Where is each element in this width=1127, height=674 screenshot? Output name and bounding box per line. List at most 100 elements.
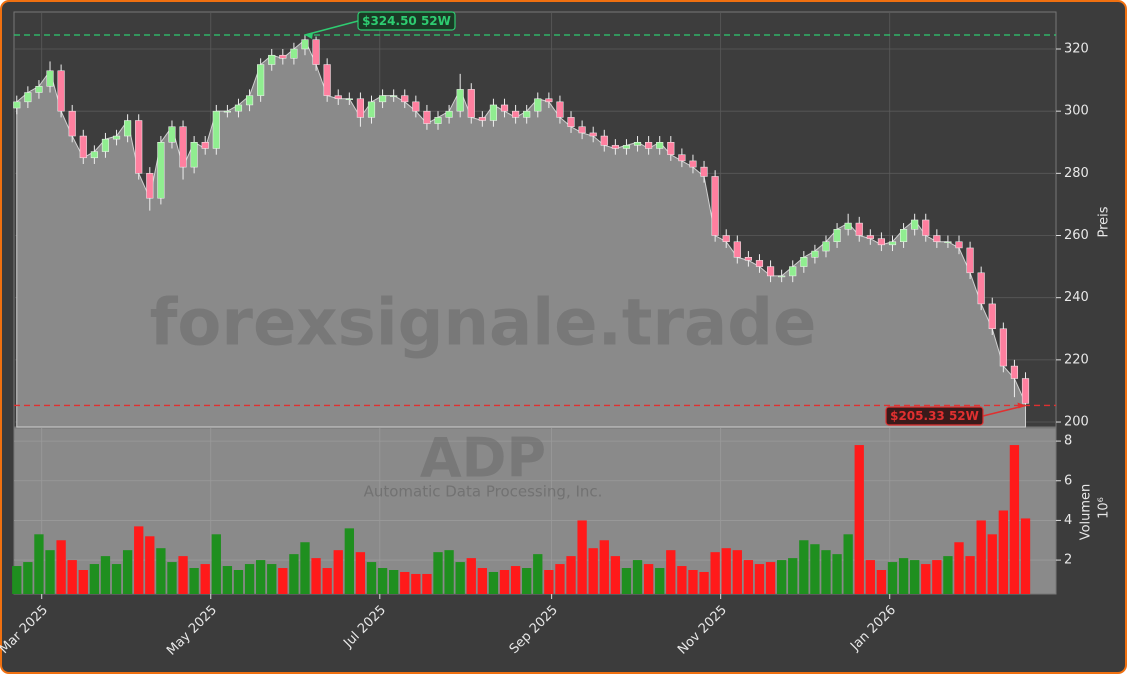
candle-body	[567, 117, 575, 127]
volume-bar	[67, 560, 77, 594]
candle-body	[545, 98, 553, 103]
candle-body	[489, 104, 498, 121]
candle-body	[512, 110, 520, 118]
volume-bar	[422, 573, 432, 594]
volume-bar	[333, 550, 343, 594]
volume-bar	[577, 520, 587, 594]
candle-body	[79, 135, 87, 159]
volume-bar	[255, 560, 266, 594]
volume-bar	[499, 570, 510, 594]
candle-body	[124, 120, 132, 137]
volume-bar	[477, 568, 488, 594]
candle-body	[755, 260, 764, 267]
y-tick-label: 320	[1064, 41, 1089, 56]
candle-body	[977, 272, 985, 305]
volume-bar	[278, 568, 288, 594]
candle-body	[933, 235, 941, 242]
volume-bar	[510, 566, 521, 594]
volume-bar	[1020, 518, 1031, 594]
volume-bar	[821, 550, 831, 594]
candle-body	[157, 142, 165, 199]
candle-body	[268, 54, 276, 65]
candle-body	[611, 145, 619, 149]
volume-bar	[710, 552, 720, 594]
volume-bar	[533, 554, 543, 594]
volume-bar	[455, 562, 465, 594]
candle-body	[500, 104, 509, 112]
candle-body	[645, 142, 653, 149]
volume-bar	[921, 564, 931, 594]
candle-body	[844, 222, 852, 230]
candle-body	[877, 238, 885, 246]
candle-body	[367, 101, 376, 118]
candle-body	[556, 101, 564, 118]
volume-bar	[100, 556, 111, 594]
volume-bar	[366, 562, 377, 594]
volume-tick-label: 4	[1064, 513, 1072, 528]
candle-body	[279, 54, 287, 59]
candle-body	[711, 176, 719, 236]
candle-body	[778, 275, 786, 278]
volume-bar	[976, 520, 986, 594]
volume-bar	[854, 445, 864, 594]
candle-body	[135, 120, 143, 174]
candle-body	[13, 101, 21, 109]
candle-body	[999, 328, 1007, 367]
volume-bar	[89, 564, 100, 594]
volume-tick-label: 6	[1064, 473, 1072, 488]
volume-bar	[311, 558, 321, 594]
volume-bar	[167, 562, 177, 594]
annotation-label: $324.50 52W	[362, 14, 451, 28]
volume-bar	[34, 534, 44, 594]
volume-bar	[788, 558, 798, 594]
candle-body	[345, 98, 353, 100]
volume-bar	[411, 573, 421, 594]
volume-bar	[910, 560, 920, 594]
candle-body	[800, 257, 808, 267]
volume-tick-label: 2	[1064, 553, 1072, 568]
candle-body	[955, 241, 963, 249]
candle-body	[379, 95, 387, 103]
volume-bar	[998, 510, 1009, 594]
candle-body	[301, 39, 309, 50]
candle-body	[57, 70, 65, 112]
watermark: forexsignale.trade	[150, 287, 817, 361]
y-tick-label: 200	[1064, 415, 1089, 430]
volume-bar	[876, 570, 887, 594]
candle-body	[689, 160, 697, 168]
candle-body	[866, 235, 874, 239]
volume-bar	[122, 550, 133, 594]
annotation-label: $205.33 52W	[890, 409, 979, 423]
candle-body	[190, 142, 198, 168]
candle-body	[90, 151, 98, 159]
volume-bar	[932, 560, 942, 594]
volume-bar	[289, 554, 299, 594]
candle-body	[622, 145, 631, 149]
candle-body	[245, 95, 254, 106]
volume-bar	[610, 556, 621, 594]
volume-bar	[233, 570, 244, 594]
volume-bar	[799, 540, 809, 594]
volume-bar	[599, 540, 609, 594]
candle-body	[312, 39, 320, 65]
candle-body	[700, 166, 708, 177]
candle-body	[112, 135, 121, 140]
volume-bar	[466, 558, 476, 594]
candle-body	[722, 235, 730, 242]
candle-body	[168, 126, 176, 143]
candle-body	[24, 92, 32, 103]
candle-body	[35, 86, 43, 93]
candle-body	[966, 247, 974, 274]
candle-body	[578, 126, 586, 134]
candle-body	[478, 117, 486, 121]
candle-body	[212, 110, 220, 149]
volume-bar	[743, 560, 754, 594]
candle-body	[101, 138, 110, 152]
candle-body	[1010, 365, 1019, 379]
volume-bar	[344, 528, 354, 594]
volume-bar	[111, 564, 122, 594]
volume-bar	[78, 570, 88, 594]
candle-body	[900, 229, 908, 242]
candle-body	[789, 266, 797, 277]
